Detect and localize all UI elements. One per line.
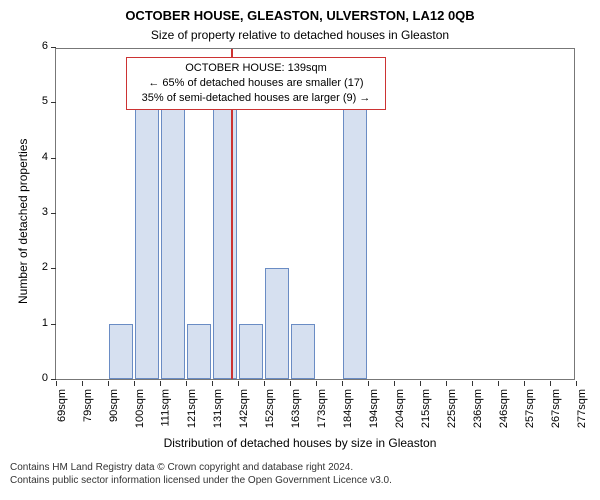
y-axis-label: Number of detached properties bbox=[16, 139, 30, 304]
histogram-bar bbox=[161, 102, 186, 379]
footer-attribution: Contains HM Land Registry data © Crown c… bbox=[10, 462, 392, 487]
histogram-bar bbox=[187, 324, 212, 379]
infobox-line: ← 65% of detached houses are smaller (17… bbox=[133, 76, 379, 91]
histogram-bar bbox=[109, 324, 134, 379]
histogram-bar bbox=[135, 102, 160, 379]
x-axis-label: Distribution of detached houses by size … bbox=[0, 436, 600, 450]
chart-title-main: OCTOBER HOUSE, GLEASTON, ULVERSTON, LA12… bbox=[0, 8, 600, 23]
histogram-bar bbox=[265, 268, 290, 379]
infobox-line: OCTOBER HOUSE: 139sqm bbox=[133, 61, 379, 76]
infobox-line: 35% of semi-detached houses are larger (… bbox=[133, 91, 379, 106]
histogram-bar bbox=[343, 102, 368, 379]
chart-title-sub: Size of property relative to detached ho… bbox=[0, 28, 600, 42]
histogram-bar bbox=[213, 102, 238, 379]
footer-line: Contains HM Land Registry data © Crown c… bbox=[10, 462, 392, 475]
footer-line: Contains public sector information licen… bbox=[10, 475, 392, 488]
plot-area: 012345669sqm79sqm90sqm100sqm111sqm121sqm… bbox=[55, 48, 575, 380]
reference-infobox: OCTOBER HOUSE: 139sqm← 65% of detached h… bbox=[126, 57, 386, 110]
histogram-bar bbox=[291, 324, 316, 379]
histogram-bar bbox=[239, 324, 264, 379]
chart-container: OCTOBER HOUSE, GLEASTON, ULVERSTON, LA12… bbox=[0, 0, 600, 500]
